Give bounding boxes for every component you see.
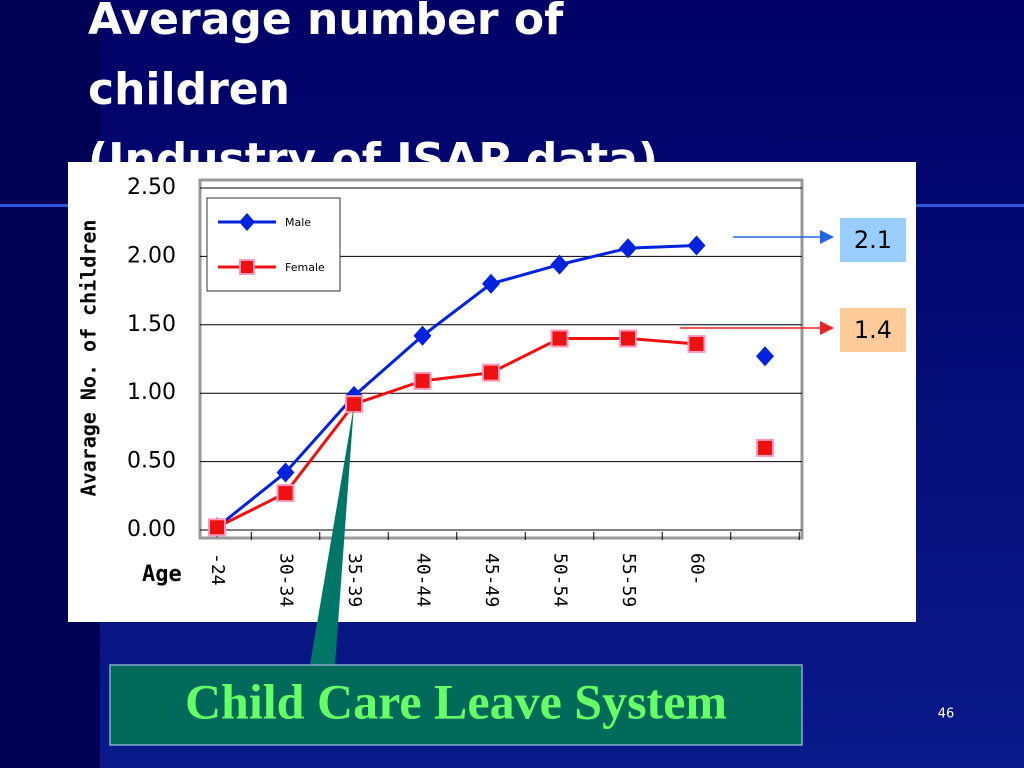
marker <box>687 334 706 353</box>
y-axis-label: Avarage No. of children <box>77 220 101 497</box>
y-tick-label: 1.50 <box>127 312 176 337</box>
marker <box>276 462 295 483</box>
legend-label: Female <box>285 261 325 274</box>
marker <box>482 273 500 294</box>
x-tick-label: 30-34 <box>276 553 297 607</box>
value-box <box>840 308 906 352</box>
callout-box <box>109 664 803 746</box>
marker <box>345 395 363 414</box>
legend-box <box>206 197 341 292</box>
legend-marker <box>239 259 255 275</box>
marker <box>619 238 637 259</box>
marker <box>550 329 569 348</box>
y-tick-label: 2.50 <box>127 175 176 200</box>
callout-pointer <box>310 405 354 665</box>
x-tick-label: 45-49 <box>481 553 502 607</box>
arrow-head <box>820 230 834 244</box>
marker <box>208 518 226 537</box>
marker <box>413 325 432 346</box>
marker <box>550 254 569 275</box>
marker <box>413 371 432 390</box>
x-tick-label: -24 <box>207 553 228 586</box>
x-axis-label: Age <box>142 562 182 587</box>
x-tick-label: 55-59 <box>618 553 639 607</box>
legend-marker <box>239 213 255 231</box>
marker <box>687 235 706 256</box>
y-tick-label: 0.00 <box>127 517 176 542</box>
value-box <box>840 218 906 262</box>
title-line: Average number of <box>88 0 564 45</box>
marker <box>482 363 500 382</box>
marker <box>276 484 295 503</box>
arrow-head <box>820 321 834 335</box>
title-line: children <box>88 64 290 115</box>
x-tick-label: 40-44 <box>413 553 434 607</box>
page-number: 46 <box>938 707 955 722</box>
legend-label: Male <box>285 216 311 229</box>
callout-text: Child Care Leave System <box>185 673 727 729</box>
y-tick-label: 1.00 <box>127 380 176 405</box>
marker <box>756 346 774 367</box>
series-line <box>216 336 697 529</box>
marker <box>756 438 774 457</box>
x-tick-label: 35-39 <box>344 553 365 607</box>
series-line <box>216 243 697 529</box>
value-label: 1.4 <box>854 316 892 344</box>
x-tick-label: 50-54 <box>550 553 571 607</box>
marker <box>619 329 637 348</box>
y-tick-label: 0.50 <box>127 449 176 474</box>
y-tick-label: 2.00 <box>127 243 176 268</box>
x-tick-label: 60- <box>687 553 708 586</box>
value-label: 2.1 <box>854 226 892 254</box>
